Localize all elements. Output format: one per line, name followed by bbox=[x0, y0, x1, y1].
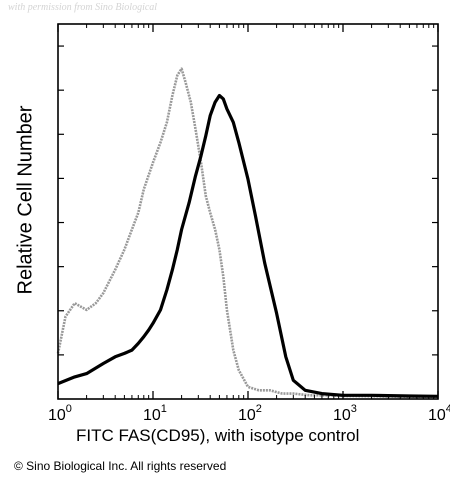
series-0 bbox=[56, 67, 438, 399]
series-layer bbox=[56, 67, 439, 399]
series-1-line bbox=[57, 93, 439, 398]
series-0-line bbox=[56, 67, 438, 399]
watermark-text: with permission from Sino Biological bbox=[8, 2, 158, 13]
copyright-text: © Sino Biological Inc. All rights reserv… bbox=[14, 459, 227, 473]
x-axis-label: FITC FAS(CD95), with isotype control bbox=[76, 426, 360, 445]
x-tick-label: 103 bbox=[333, 403, 357, 424]
plot-frame bbox=[57, 23, 439, 400]
y-axis-label: Relative Cell Number bbox=[14, 105, 37, 295]
tick-layer: 100 101 102 103 104 bbox=[48, 24, 450, 424]
x-tick-label: 102 bbox=[238, 403, 262, 424]
series-1 bbox=[57, 93, 439, 398]
x-tick-label: 104 bbox=[428, 403, 450, 424]
x-tick-label: 100 bbox=[48, 403, 72, 424]
x-tick-label: 101 bbox=[143, 403, 167, 424]
